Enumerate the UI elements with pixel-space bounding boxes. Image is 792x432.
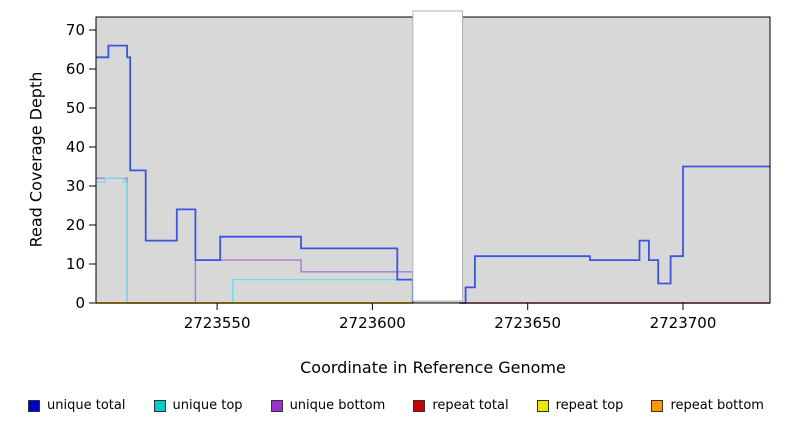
x-tick-label: 2723700 (650, 314, 717, 332)
x-tick-label: 2723550 (184, 314, 251, 332)
legend-item-repeat-top: repeat top (536, 398, 624, 413)
legend-label-repeat-total: repeat total (432, 398, 509, 413)
x-tick-label: 2723650 (494, 314, 561, 332)
legend-swatch-repeat-top (536, 399, 549, 412)
series-line-unique-top (96, 177, 414, 304)
x-axis-label: Coordinate in Reference Genome (300, 358, 566, 377)
series-line-unique-total (96, 44, 414, 303)
y-tick-label: 70 (66, 21, 85, 39)
y-tick-label: 40 (66, 138, 85, 156)
legend-item-unique-bottom: unique bottom (270, 398, 386, 413)
legend-label-repeat-top: repeat top (555, 398, 624, 413)
y-tick-label: 60 (66, 60, 85, 78)
y-tick-label: 20 (66, 216, 85, 234)
x-tick-label: 2723600 (339, 314, 406, 332)
plot-area: 2723550 2723600 2723650 2723700 0 10 20 30 40 50 6… (66, 10, 771, 332)
legend-label-unique-total: unique total (47, 398, 126, 413)
legend-swatch-repeat-bottom (651, 399, 664, 412)
y-tick-label: 10 (66, 255, 85, 273)
y-tick-label: 0 (75, 294, 85, 312)
legend-label-unique-bottom: unique bottom (289, 398, 386, 413)
no-data-gap (412, 10, 463, 302)
legend-swatch-unique-bottom (270, 399, 283, 412)
legend-swatch-repeat-total (413, 399, 426, 412)
y-tick-label: 50 (66, 99, 85, 117)
legend-swatch-unique-top (153, 399, 166, 412)
legend-item-repeat-bottom: repeat bottom (651, 398, 764, 413)
legend-item-unique-total: unique total (28, 398, 125, 413)
legend-item-unique-top: unique top (153, 398, 243, 413)
legend-swatch-unique-total (28, 399, 41, 412)
legend-label-repeat-bottom: repeat bottom (670, 398, 764, 413)
y-axis-label: Read Coverage Depth (26, 71, 46, 248)
y-tick-label: 30 (66, 177, 85, 195)
legend-label-unique-top: unique top (172, 398, 243, 413)
legend: unique total unique top unique bottom repea… (0, 398, 792, 413)
legend-item-repeat-total: repeat total (413, 398, 509, 413)
series-line-unique-total (459, 165, 770, 304)
